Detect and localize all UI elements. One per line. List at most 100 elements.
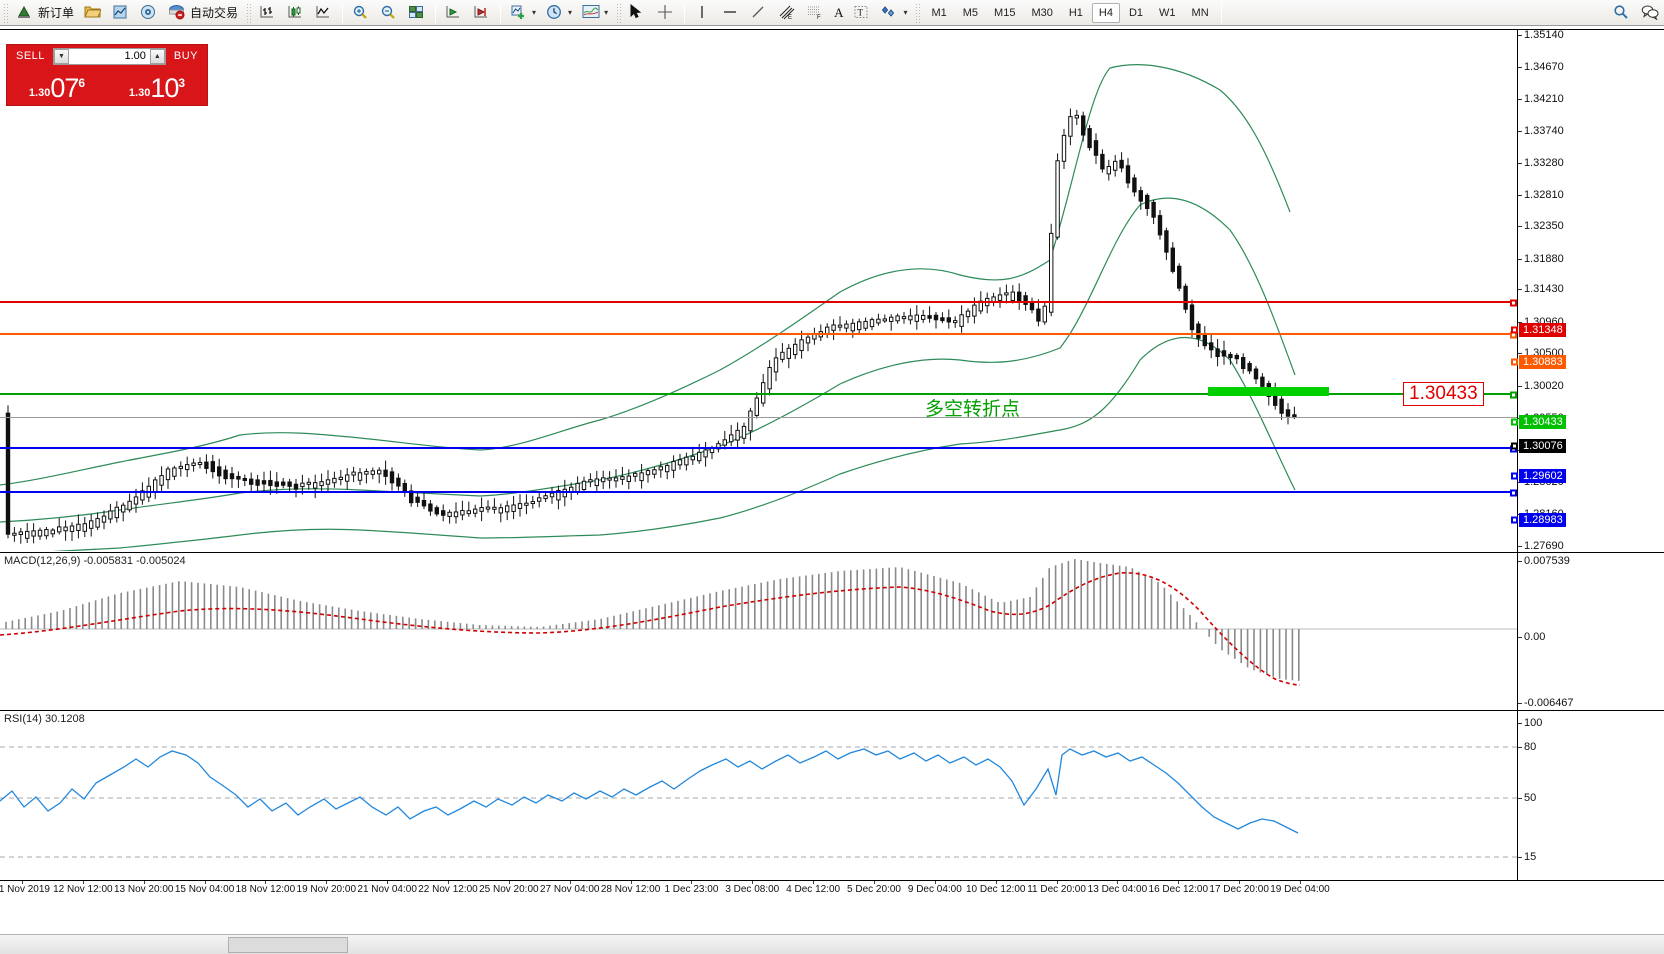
taskbar-window-tab[interactable] (228, 937, 348, 953)
cursor-tool-button[interactable] (625, 2, 651, 24)
indicators-dropdown-arrow[interactable]: ▾ (532, 8, 537, 17)
level-handle[interactable] (1510, 489, 1517, 497)
one-click-trading-panel[interactable]: SELL ▼ 1.00 ▲ BUY 1.30 07 6 1.30 10 3 (6, 44, 208, 106)
timeframe-h4[interactable]: H4 (1091, 2, 1120, 23)
volume-decrement-button[interactable]: ▼ (53, 48, 69, 64)
search-button[interactable] (1609, 2, 1635, 24)
sell-price-display[interactable]: 1.30 07 6 (8, 67, 106, 104)
zoom-out-button[interactable] (376, 2, 402, 24)
timeframe-m1[interactable]: M1 (931, 6, 947, 19)
toolbar-grip[interactable] (3, 2, 8, 23)
toolbar-grip-2[interactable] (246, 2, 252, 23)
price-tag-1-30883[interactable]: 1.30883 (1511, 355, 1566, 369)
price-tick-mark (1518, 162, 1522, 164)
shapes-tool-button[interactable]: ▾ (877, 2, 911, 24)
price-chart-pane[interactable]: 多空转折点 1.30433 1.35140 1.34670 1.34210 1.337… (0, 29, 1664, 552)
price-tag-handle[interactable] (1511, 358, 1518, 366)
templates-button[interactable]: ▾ (578, 2, 612, 24)
equidistant-channel-tool-button[interactable]: E (774, 2, 800, 24)
price-tag-handle[interactable] (1511, 442, 1518, 450)
timeframe-h1[interactable]: H1 (1068, 6, 1083, 19)
timeframe-d1[interactable]: D1 (1128, 6, 1144, 19)
trendline-tool-button[interactable] (746, 2, 772, 24)
level-line-1-29602[interactable] (0, 445, 1517, 453)
rsi-plot-area[interactable] (0, 711, 1517, 880)
vertical-line-tool-button[interactable] (690, 2, 716, 24)
period-dropdown-arrow[interactable]: ▾ (568, 8, 573, 17)
toolbar-grip-3[interactable] (616, 2, 622, 23)
volume-increment-button[interactable]: ▲ (149, 48, 165, 64)
volume-input-group[interactable]: ▼ 1.00 ▲ (52, 47, 166, 65)
chat-button[interactable] (1637, 2, 1663, 24)
macd-axis[interactable]: 0.007539 0.00 -0.006467 (1517, 553, 1664, 710)
time-tick-label: 22 Nov 12:00 (418, 884, 478, 895)
price-tag-handle[interactable] (1511, 516, 1518, 524)
line-chart-button[interactable] (311, 2, 337, 24)
candlestick-chart-button[interactable] (283, 2, 309, 24)
price-tag-1-30076[interactable]: 1.30076 (1511, 439, 1566, 453)
macd-plot-area[interactable] (0, 553, 1517, 710)
timeframe-mn[interactable]: MN (1191, 6, 1209, 19)
horizontal-line-tool-button[interactable] (718, 2, 744, 24)
buy-price-display[interactable]: 1.30 10 3 (108, 67, 206, 104)
volume-value[interactable]: 1.00 (124, 50, 146, 62)
autotrading-button[interactable]: 自动交易 (164, 2, 242, 24)
timeframe-group: M1 M5 M15 M30 H1 H4 D1 W1 MN (923, 2, 1216, 23)
time-tick-label: 10 Dec 12:00 (965, 884, 1026, 895)
shift-start-icon (445, 4, 463, 22)
period-button[interactable]: ▾ (542, 2, 576, 24)
buy-button[interactable]: BUY (173, 50, 198, 62)
navigator-button[interactable] (136, 2, 162, 24)
price-tag-handle[interactable] (1511, 472, 1518, 480)
price-tick-label: 1.33280 (1524, 156, 1564, 169)
level-handle[interactable] (1510, 391, 1517, 399)
price-axis[interactable]: 1.35140 1.34670 1.34210 1.33740 1.33280 1.328… (1511, 29, 1664, 552)
turning-point-annotation[interactable]: 多空转折点 (925, 398, 1021, 420)
indicators-button[interactable]: ▾ (506, 2, 540, 24)
time-tick-label: 13 Nov 20:00 (113, 884, 174, 895)
price-tag-1-28983[interactable]: 1.28983 (1511, 513, 1566, 527)
text-label-tool-button[interactable]: T (849, 2, 875, 24)
price-tag-1-31348[interactable]: 1.31348 (1511, 323, 1566, 337)
price-tag-handle[interactable] (1511, 418, 1518, 426)
rsi-axis[interactable]: 100 80 50 15 (1517, 711, 1664, 880)
price-callout-box[interactable]: 1.30433 (1403, 382, 1484, 406)
toolbar-grip-4[interactable] (915, 2, 921, 23)
level-line-1-30883[interactable] (0, 331, 1517, 339)
level-line-1-30433[interactable] (0, 391, 1517, 399)
autotrading-label: 自动交易 (190, 6, 239, 20)
rsi-label: RSI(14) 30.1208 (4, 713, 85, 725)
rsi-pane[interactable]: RSI(14) 30.1208 100 80 50 15 (0, 710, 1664, 880)
timeframe-m30[interactable]: M30 (1031, 6, 1053, 19)
crosshair-tool-button[interactable] (653, 2, 679, 24)
macd-pane[interactable]: MACD(12,26,9) -0.005831 -0.005024 0.0075… (0, 552, 1664, 710)
timeframe-w1[interactable]: W1 (1159, 6, 1176, 19)
templates-dropdown-arrow[interactable]: ▾ (604, 8, 609, 17)
taskbar (0, 934, 1664, 954)
shapes-dropdown-arrow[interactable]: ▾ (903, 8, 908, 17)
sell-button[interactable]: SELL (16, 50, 45, 62)
price-tag-1-30433[interactable]: 1.30433 (1511, 415, 1566, 429)
green-zone-marker[interactable] (1208, 387, 1329, 396)
timeframe-m15[interactable]: M15 (994, 6, 1016, 19)
price-tag-handle[interactable] (1511, 326, 1518, 334)
indicators-icon (510, 4, 528, 22)
tile-windows-button[interactable] (404, 2, 430, 24)
zoom-in-button[interactable] (348, 2, 374, 24)
price-plot-area[interactable]: 多空转折点 1.30433 (0, 30, 1517, 552)
timeframe-m5[interactable]: M5 (962, 6, 979, 19)
level-line-1-31348[interactable] (0, 299, 1517, 307)
bar-chart-button[interactable] (255, 2, 281, 24)
text-tool-button[interactable]: A (830, 2, 847, 24)
level-handle[interactable] (1510, 299, 1517, 307)
price-tag-1-29602[interactable]: 1.29602 (1511, 469, 1566, 483)
fibonacci-tool-button[interactable]: F (802, 2, 828, 24)
time-tick-label: 11 Nov 2019 (0, 884, 50, 895)
market-watch-button[interactable] (108, 2, 134, 24)
new-order-button[interactable]: 新订单 (12, 2, 78, 24)
level-line-1-28983[interactable] (0, 489, 1517, 497)
shift-end-button[interactable] (469, 2, 495, 24)
shift-start-button[interactable] (441, 2, 467, 24)
open-data-folder-button[interactable] (80, 2, 106, 24)
